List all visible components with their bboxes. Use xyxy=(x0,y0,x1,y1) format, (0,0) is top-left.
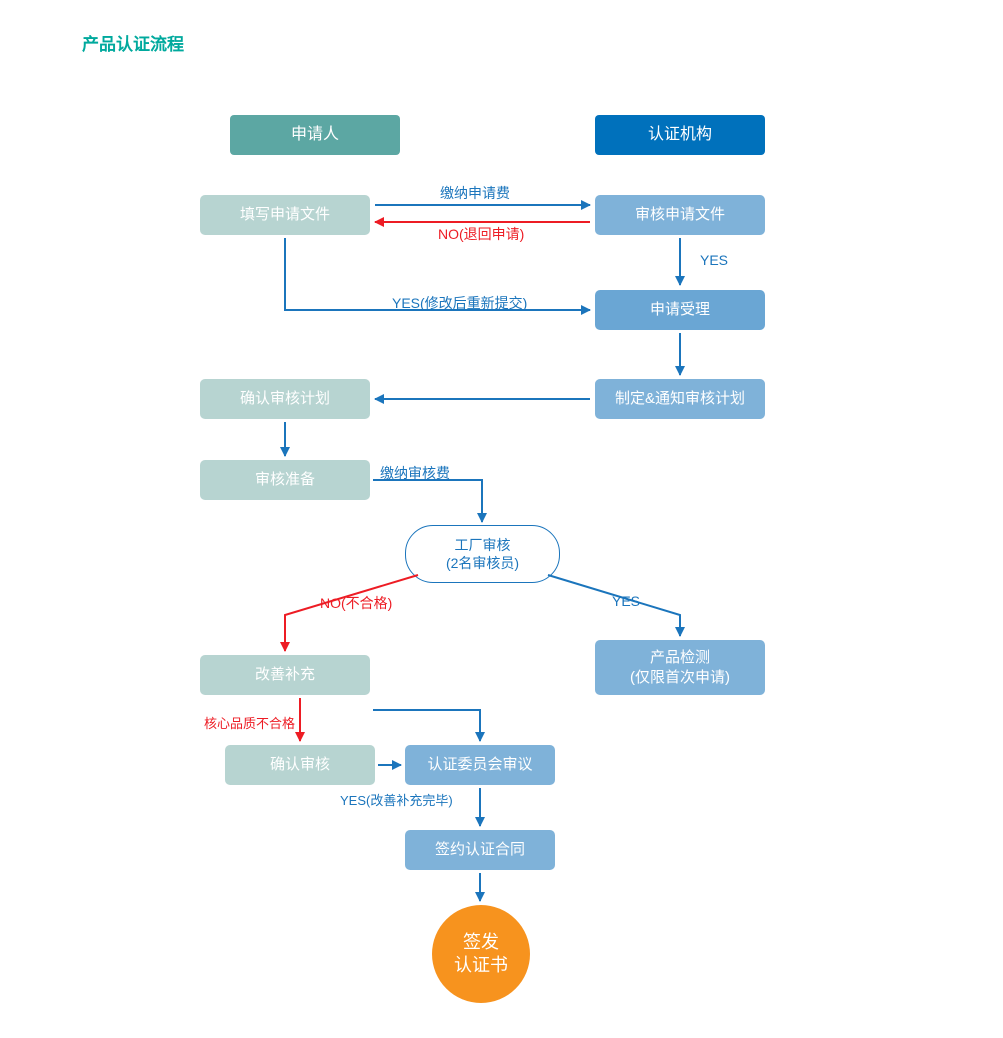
pay-audit-fee-label: 缴纳审核费 xyxy=(380,463,450,483)
confirm-audit-label: 确认审核 xyxy=(270,755,330,775)
yes-resubmit-label: YES(修改后重新提交) xyxy=(392,293,527,313)
notify-plan-box: 制定&通知审核计划 xyxy=(595,379,765,419)
review-application-box: 审核申请文件 xyxy=(595,195,765,235)
audit-prep-box: 审核准备 xyxy=(200,460,370,500)
improve-box: 改善补充 xyxy=(200,655,370,695)
fill-application-box: 填写申请文件 xyxy=(200,195,370,235)
product-test-label2: (仅限首次申请) xyxy=(630,668,730,688)
improve-label: 改善补充 xyxy=(255,665,315,685)
factory-audit-label2: (2名审核员) xyxy=(446,554,519,572)
issue-cert-label2: 认证书 xyxy=(454,954,508,977)
audit-prep-label: 审核准备 xyxy=(255,470,315,490)
no-fail-label: NO(不合格) xyxy=(320,593,392,613)
product-test-box: 产品检测 (仅限首次申请) xyxy=(595,640,765,695)
yes1-label: YES xyxy=(700,252,728,268)
arrows-layer xyxy=(0,0,1003,1038)
product-test-label1: 产品检测 xyxy=(630,648,730,668)
page-title: 产品认证流程 xyxy=(82,30,184,55)
no-return-label: NO(退回申请) xyxy=(438,224,524,244)
fill-application-label: 填写申请文件 xyxy=(240,205,330,225)
issue-cert-circle: 签发 认证书 xyxy=(432,905,530,1003)
committee-label: 认证委员会审议 xyxy=(427,755,532,775)
yes-complete-label: YES(改善补充完毕) xyxy=(340,790,453,809)
applicant-header: 申请人 xyxy=(230,115,400,155)
core-fail-label: 核心品质不合格 xyxy=(204,713,295,732)
sign-contract-box: 签约认证合同 xyxy=(405,830,555,870)
notify-plan-label: 制定&通知审核计划 xyxy=(615,389,745,409)
applicant-header-label: 申请人 xyxy=(291,125,339,146)
review-application-label: 审核申请文件 xyxy=(635,205,725,225)
issue-cert-label1: 签发 xyxy=(454,931,508,954)
pay-app-fee-label: 缴纳申请费 xyxy=(440,183,510,203)
agency-header: 认证机构 xyxy=(595,115,765,155)
confirm-audit-box: 确认审核 xyxy=(225,745,375,785)
factory-audit-box: 工厂审核 (2名审核员) xyxy=(405,525,560,583)
sign-contract-label: 签约认证合同 xyxy=(435,840,525,860)
committee-box: 认证委员会审议 xyxy=(405,745,555,785)
accept-application-box: 申请受理 xyxy=(595,290,765,330)
yes2-label: YES xyxy=(612,593,640,609)
confirm-plan-box: 确认审核计划 xyxy=(200,379,370,419)
accept-application-label: 申请受理 xyxy=(650,300,710,320)
factory-audit-label1: 工厂审核 xyxy=(446,536,519,554)
confirm-plan-label: 确认审核计划 xyxy=(240,389,330,409)
agency-header-label: 认证机构 xyxy=(648,125,712,146)
